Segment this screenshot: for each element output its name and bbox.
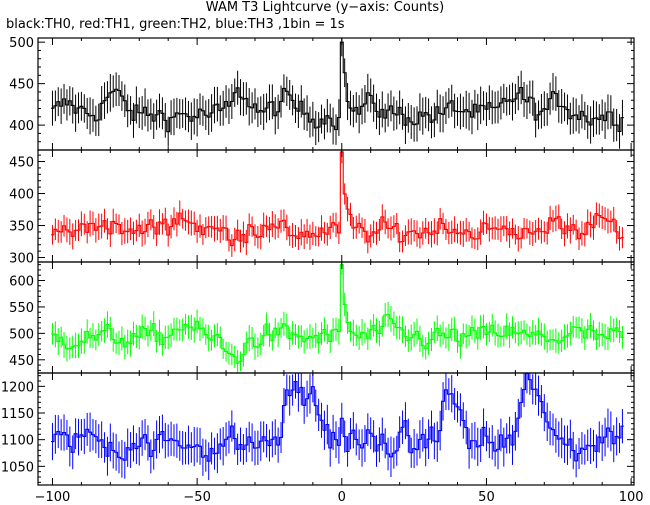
y-axis-th0: 400 450 500 (9, 36, 634, 151)
chart-subtitle: black:TH0, red:TH1, green:TH2, blue:TH3 … (6, 17, 345, 32)
panel-th0: 400 450 500 (9, 36, 635, 151)
y-tick-label: 1100 (1, 434, 34, 449)
x-tick-label: 50 (478, 490, 495, 505)
y-tick-label: 450 (9, 156, 34, 171)
panel-th2: 450 500 550 600 (9, 261, 635, 374)
panel-th1: 300 350 400 450 (9, 149, 635, 267)
panel-frame (37, 149, 635, 263)
x-tick-label: 0 (338, 490, 346, 505)
y-tick-label: 300 (9, 252, 34, 267)
panel-frame (37, 261, 635, 374)
y-tick-label: 1200 (1, 380, 34, 395)
step-line-th0 (51, 41, 624, 133)
y-axis-th1: 300 350 400 450 (9, 154, 634, 267)
series-th2 (51, 262, 624, 373)
y-tick-label: 500 (9, 36, 34, 51)
chart-title: WAM T3 Lightcurve (y−axis: Counts) (205, 0, 445, 15)
x-tick-label: 100 (619, 490, 644, 505)
series-th3 (51, 373, 624, 481)
x-axis: −100 −50 0 50 100 (35, 490, 644, 505)
y-tick-label: 1050 (1, 460, 34, 475)
y-tick-label: 350 (9, 220, 34, 235)
y-tick-label: 400 (9, 188, 34, 203)
step-line-th3 (51, 373, 624, 462)
y-axis-th3: 1050 1100 1150 1200 (1, 375, 634, 483)
panel-th3: 1050 1100 1150 1200 (1, 372, 635, 486)
y-tick-label: 600 (9, 275, 34, 290)
y-tick-label: 1150 (1, 407, 34, 422)
series-th1 (51, 150, 624, 257)
step-line-th1 (51, 151, 624, 247)
series-th0 (51, 38, 624, 149)
x-tick-label: −50 (183, 490, 210, 505)
x-tick-label: −100 (35, 490, 71, 505)
y-tick-label: 450 (9, 354, 34, 369)
y-axis-th2: 450 500 550 600 (9, 264, 634, 371)
step-line-th2 (51, 264, 624, 364)
y-tick-label: 450 (9, 78, 34, 93)
y-tick-label: 400 (9, 119, 34, 134)
y-tick-label: 550 (9, 301, 34, 316)
y-tick-label: 500 (9, 327, 34, 342)
